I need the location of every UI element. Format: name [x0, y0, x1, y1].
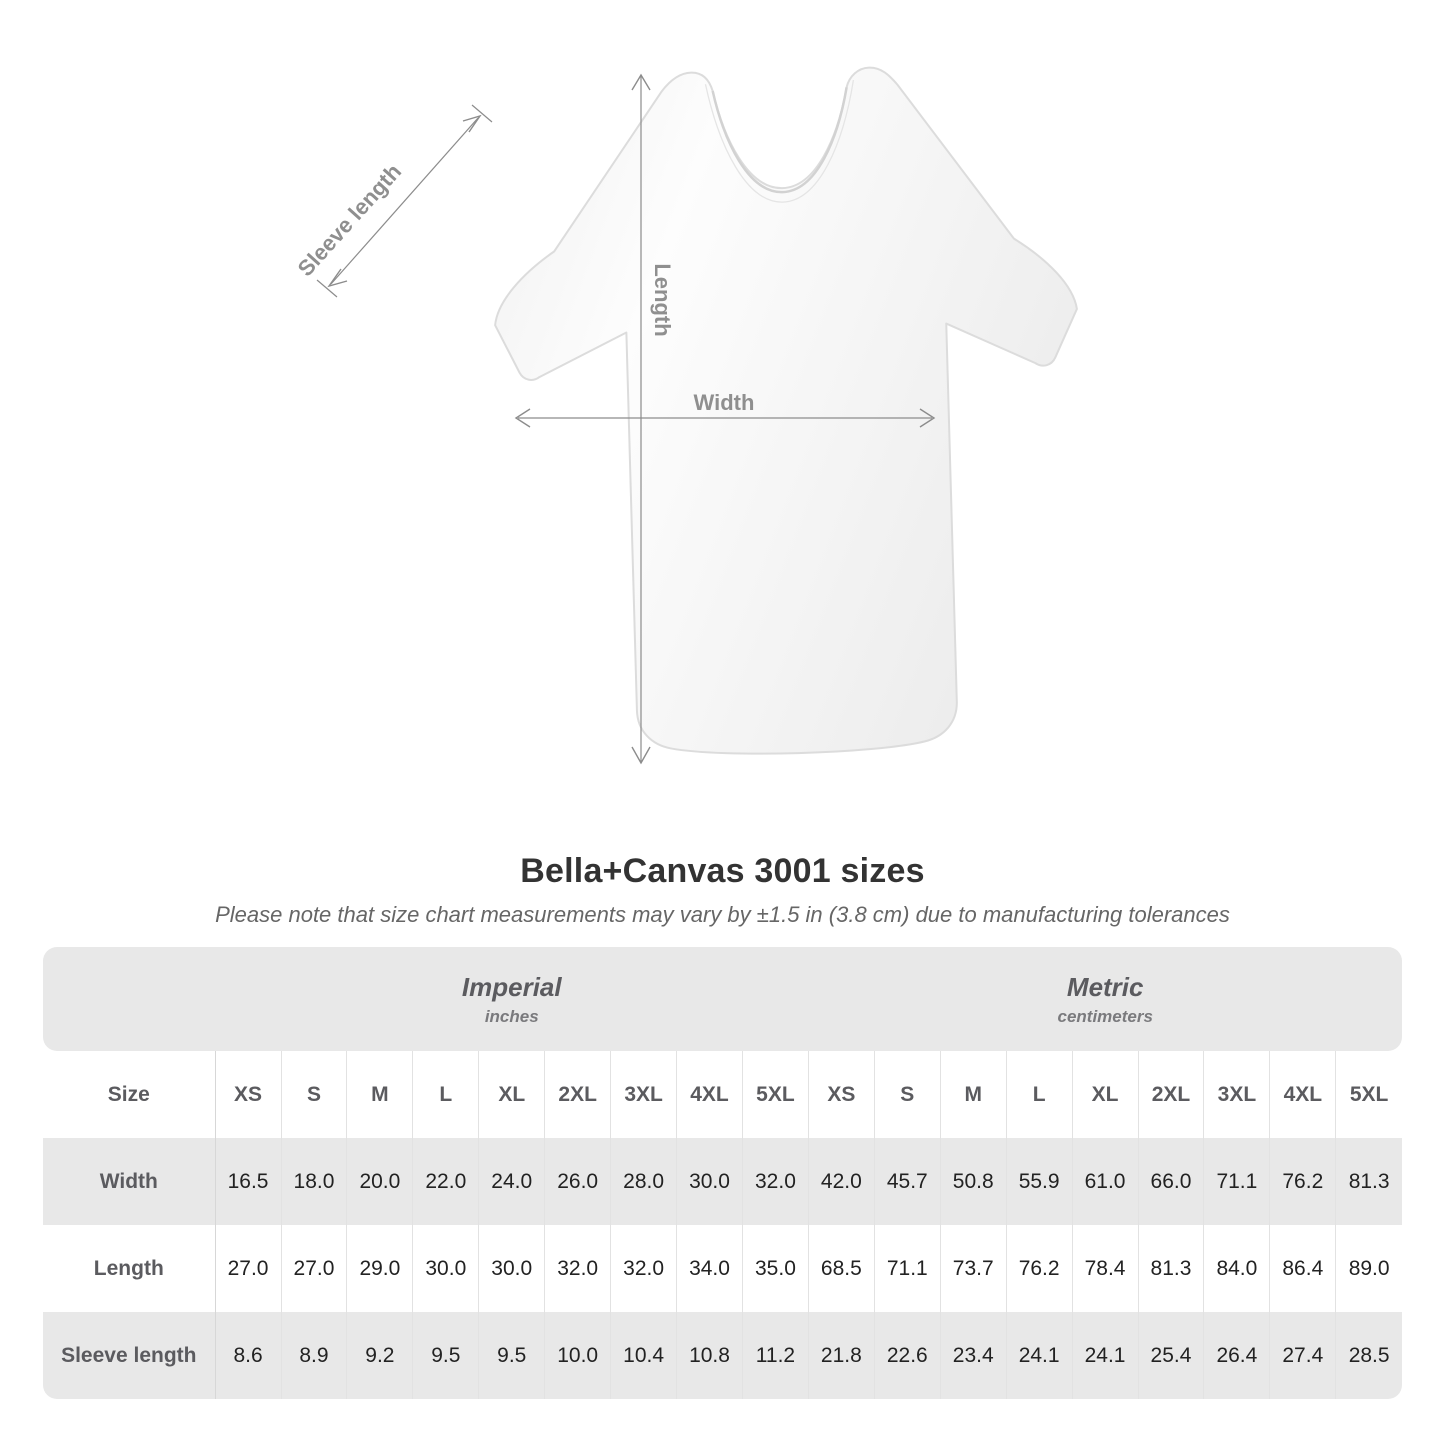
svg-text:Sleeve length: Sleeve length — [293, 159, 406, 281]
